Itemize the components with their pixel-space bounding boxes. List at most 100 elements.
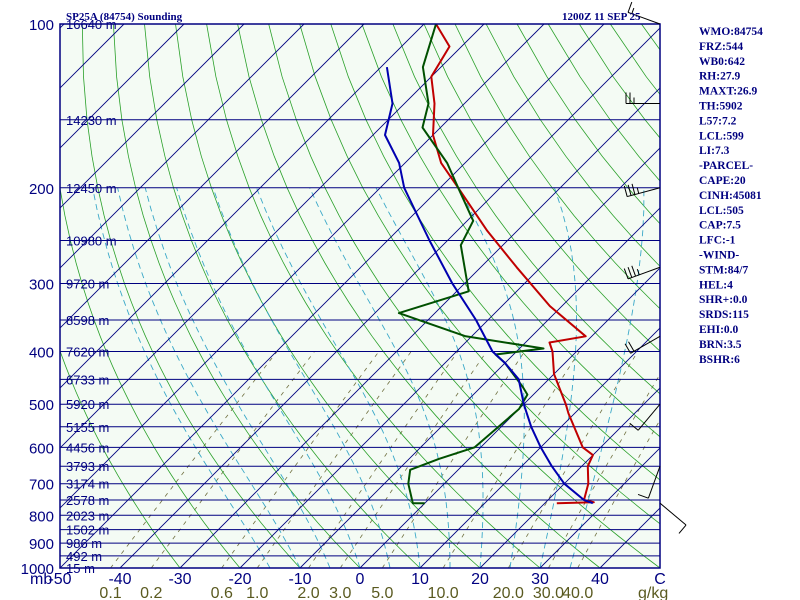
temperature-tick-label: 40	[591, 571, 609, 588]
wind-barb-flag	[631, 183, 636, 195]
wind-barbs	[623, 1, 687, 534]
temperature-tick-label: 20	[471, 571, 489, 588]
wind-barb-flag	[629, 422, 639, 431]
index-value: BRN:3.5	[699, 339, 742, 351]
isotherm	[419, 327, 660, 568]
index-value: MAXT:26.9	[699, 86, 757, 98]
index-value: L57:7.2	[699, 115, 737, 127]
height-label: 6733 m	[66, 372, 109, 387]
isotherm	[299, 207, 660, 568]
pressure-tick-label: 800	[29, 508, 54, 525]
height-label: 15 m	[66, 561, 95, 576]
mixing-ratio-tick-label: 40.0	[562, 585, 593, 600]
mixing-ratio-tick-label: 5.0	[371, 585, 393, 600]
index-value: LFC:-1	[699, 235, 736, 247]
wind-barb	[629, 403, 661, 431]
dewpoint-line	[397, 24, 545, 505]
height-label: 986 m	[66, 536, 102, 551]
index-value: CAPE:20	[699, 175, 746, 187]
index-value: SHR+:0.0	[699, 294, 748, 306]
mixing-ratio-tick-label: 10.0	[428, 585, 459, 600]
temperature-axis: -50 -40 -30 -20 -10 0 10 20 30 40 C	[48, 571, 665, 588]
mixing-ratio-tick-label: 3.0	[329, 585, 351, 600]
station-title: SP25A (84754) Sounding	[66, 11, 183, 23]
isotherm	[239, 147, 660, 568]
wind-barb	[623, 183, 661, 198]
wind-barb-flag	[623, 185, 628, 197]
wind-barb	[659, 502, 687, 534]
isotherm	[60, 24, 365, 329]
isotherm	[539, 447, 660, 568]
index-value: RH:27.9	[699, 71, 740, 83]
height-label: 3174 m	[66, 477, 109, 492]
wind-barb-staff	[627, 187, 661, 198]
pressure-tick-label: 600	[29, 440, 54, 457]
mixing-ratio-tick-label: 1.0	[246, 585, 268, 600]
mixing-ratio-axis: 0.1 0.2 0.6 1.0 2.0 3.0 5.0 10.0 20.0 30.040.0	[99, 585, 593, 600]
wind-barb-flag	[623, 268, 629, 280]
wind-barb-flag	[627, 267, 633, 278]
wind-barb-flag	[628, 341, 635, 352]
index-value: WMO:84754	[699, 26, 763, 38]
isotherm	[359, 267, 660, 568]
index-value: TH:5902	[699, 101, 743, 113]
temperature-tick-label: 30	[531, 571, 549, 588]
wind-barb	[625, 92, 660, 104]
index-value: FRZ:544	[699, 41, 743, 53]
wind-barb	[627, 1, 661, 25]
mixing-ratio-tick-label: 0.6	[211, 585, 233, 600]
wind-barb-flag	[631, 265, 637, 277]
height-label: 7620 m	[66, 345, 109, 360]
index-value: BSHR:6	[699, 354, 740, 366]
temperature-tick-label: -30	[168, 571, 191, 588]
height-label: 2023 m	[66, 508, 109, 523]
temperature-tick-label: -50	[48, 571, 71, 588]
index-value: SRDS:115	[699, 309, 749, 321]
height-labels: 16640 m 14230 m 12450 m 10980 m 9720 m 8598 m…	[66, 17, 117, 576]
index-value: HEL:4	[699, 279, 733, 291]
wind-barb-flag	[637, 493, 649, 499]
height-label: 8598 m	[66, 313, 109, 328]
wind-barb-flag	[627, 184, 632, 196]
height-label: 5920 m	[66, 397, 109, 412]
index-value: EHI:0.0	[699, 324, 739, 336]
isotherm	[119, 27, 660, 568]
pressure-tick-label: 1000	[21, 561, 54, 578]
pressure-tick-label: 400	[29, 345, 54, 362]
height-label: 2578 m	[66, 493, 109, 508]
temperature-tick-label: -20	[228, 571, 251, 588]
data-series	[384, 24, 595, 505]
height-label: 3793 m	[66, 459, 109, 474]
wind-barb-half-flag	[631, 7, 635, 14]
temperature-tick-label: -10	[288, 571, 311, 588]
parcel-line	[384, 66, 594, 505]
height-label: 10980 m	[66, 233, 117, 248]
index-value: -WIND-	[699, 250, 739, 262]
pressure-tick-label: 700	[29, 477, 54, 494]
observation-time: 1200Z 11 SEP 25	[562, 11, 641, 23]
index-value: LI:7.3	[699, 145, 730, 157]
plot-frame	[59, 23, 661, 569]
mixing-ratio-tick-label: 30.0	[533, 585, 564, 600]
mixing-ratio-tick-label: 0.2	[140, 585, 162, 600]
mixing-ratio-unit-label: g/kg	[638, 585, 668, 600]
index-value: -PARCEL-	[699, 160, 753, 172]
wind-barb-flag	[627, 1, 633, 13]
index-value: LCL:505	[699, 205, 744, 217]
pressure-tick-label: 900	[29, 536, 54, 553]
wind-barb-staff	[647, 466, 661, 499]
mb-axis-label: mb	[30, 571, 52, 588]
index-value: WB0:642	[699, 56, 745, 68]
pressure-tick-label: 500	[29, 397, 54, 414]
background-grid	[60, 24, 660, 568]
isotherm	[60, 24, 245, 209]
height-label: 9720 m	[66, 277, 109, 292]
wind-barb-half-flag	[636, 187, 640, 194]
index-value: CINH:45081	[699, 190, 762, 202]
height-label: 492 m	[66, 549, 102, 564]
wind-barb-flag	[624, 343, 631, 354]
isotherm	[60, 24, 425, 389]
height-label: 4456 m	[66, 440, 109, 455]
index-value: CAP:7.5	[699, 220, 741, 232]
